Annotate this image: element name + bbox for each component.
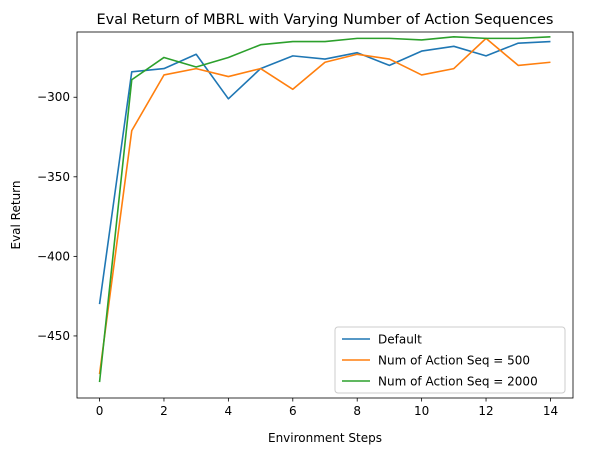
x-tick-label: 4 — [225, 404, 233, 418]
legend-label: Num of Action Seq = 500 — [378, 354, 530, 368]
y-tick-label: −450 — [37, 329, 70, 343]
y-axis-title: Eval Return — [9, 180, 23, 249]
y-tick-label: −300 — [37, 90, 70, 104]
legend: Default Num of Action Seq = 500 Num of Act… — [334, 326, 566, 394]
legend-label: Default — [378, 333, 422, 347]
x-tick-label: 6 — [289, 404, 297, 418]
y-tick-label: −350 — [37, 170, 70, 184]
chart-title: Eval Return of MBRL with Varying Number … — [97, 12, 554, 28]
series-lines — [98, 35, 551, 383]
series-line-1 — [98, 40, 551, 305]
x-axis-title: Environment Steps — [268, 431, 382, 445]
legend-box — [334, 326, 566, 394]
plot-frame — [76, 31, 574, 399]
y-axis-ticks: −450 −400 −350 −300 — [37, 90, 77, 343]
x-tick-label: 10 — [414, 404, 429, 418]
series-line-2 — [98, 37, 551, 375]
x-tick-label: 0 — [96, 404, 104, 418]
x-tick-label: 12 — [478, 404, 493, 418]
legend-label: Num of Action Seq = 2000 — [378, 375, 538, 389]
series-line-3 — [98, 35, 551, 383]
x-tick-label: 14 — [543, 404, 558, 418]
x-tick-label: 8 — [353, 404, 361, 418]
x-axis-ticks: 0 2 4 6 8 10 12 14 — [96, 398, 558, 418]
legend-entries: Default Num of Action Seq = 500 Num of Act… — [342, 333, 538, 389]
x-tick-label: 2 — [160, 404, 168, 418]
y-tick-label: −400 — [37, 249, 70, 263]
